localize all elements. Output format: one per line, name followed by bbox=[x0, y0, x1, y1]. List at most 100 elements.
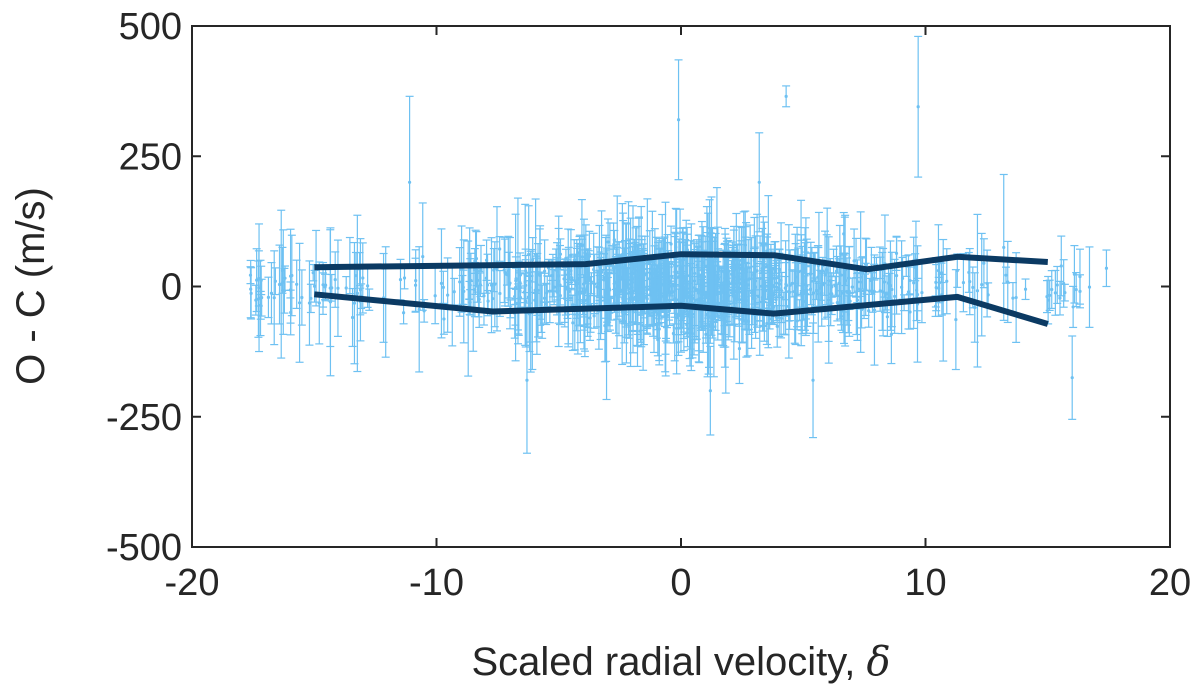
data-point bbox=[951, 269, 960, 371]
point-marker bbox=[572, 258, 576, 262]
point-marker bbox=[352, 301, 357, 305]
point-marker bbox=[508, 281, 512, 285]
point-marker bbox=[912, 281, 916, 285]
data-point bbox=[565, 281, 574, 302]
point-marker bbox=[839, 273, 843, 277]
point-marker bbox=[442, 317, 446, 321]
point-marker bbox=[828, 279, 832, 283]
data-point bbox=[577, 199, 586, 292]
data-point bbox=[619, 212, 628, 323]
data-point bbox=[1057, 235, 1066, 297]
data-point bbox=[405, 95, 414, 269]
point-marker bbox=[852, 259, 856, 263]
point-marker bbox=[664, 320, 668, 324]
point-marker bbox=[779, 278, 783, 282]
point-marker bbox=[526, 295, 530, 299]
point-marker bbox=[413, 283, 418, 287]
point-marker bbox=[354, 274, 358, 278]
point-marker bbox=[452, 290, 456, 294]
point-marker bbox=[614, 287, 618, 291]
data-point bbox=[275, 244, 284, 325]
point-marker bbox=[889, 332, 893, 336]
data-point bbox=[521, 248, 530, 294]
point-marker bbox=[569, 296, 573, 300]
data-point bbox=[708, 261, 717, 301]
point-marker bbox=[330, 286, 334, 290]
point-marker bbox=[693, 298, 697, 303]
data-point bbox=[1070, 244, 1079, 304]
point-marker bbox=[1072, 272, 1077, 276]
point-marker bbox=[722, 313, 726, 318]
point-marker bbox=[986, 293, 990, 297]
data-point bbox=[297, 269, 306, 326]
data-point bbox=[704, 259, 713, 375]
data-point bbox=[1045, 279, 1054, 312]
point-marker bbox=[1078, 275, 1082, 279]
data-point bbox=[280, 267, 289, 314]
data-point bbox=[917, 262, 926, 324]
point-marker bbox=[894, 273, 899, 278]
data-point bbox=[709, 258, 718, 378]
point-marker bbox=[808, 287, 813, 291]
point-marker bbox=[307, 301, 312, 305]
point-marker bbox=[971, 285, 975, 290]
x-tick-label: -20 bbox=[165, 562, 220, 604]
data-point bbox=[279, 229, 288, 335]
point-marker bbox=[676, 118, 681, 122]
point-marker bbox=[1053, 291, 1057, 295]
point-marker bbox=[671, 331, 676, 336]
point-marker bbox=[1071, 305, 1075, 309]
data-point bbox=[603, 269, 612, 323]
data-point bbox=[295, 242, 304, 363]
point-marker bbox=[582, 282, 586, 286]
point-marker bbox=[743, 303, 747, 307]
point-marker bbox=[581, 299, 585, 303]
point-marker bbox=[689, 300, 693, 304]
point-marker bbox=[638, 287, 643, 291]
data-point bbox=[755, 132, 764, 233]
point-marker bbox=[697, 274, 701, 278]
data-point bbox=[764, 195, 773, 349]
point-marker bbox=[1011, 296, 1015, 300]
point-marker bbox=[317, 301, 321, 305]
y-axis-label: O - C (m/s) bbox=[9, 187, 53, 385]
data-point bbox=[999, 173, 1008, 321]
point-marker bbox=[1002, 245, 1006, 250]
data-point bbox=[911, 253, 920, 282]
point-marker bbox=[908, 310, 912, 314]
point-marker bbox=[458, 280, 462, 284]
point-marker bbox=[592, 314, 596, 318]
point-marker bbox=[771, 283, 775, 288]
point-marker bbox=[757, 180, 761, 184]
data-point bbox=[977, 232, 986, 337]
data-point bbox=[437, 228, 446, 339]
point-marker bbox=[835, 300, 839, 305]
data-point bbox=[286, 281, 295, 299]
x-axis-label-symbol: δ bbox=[866, 639, 890, 685]
point-marker bbox=[524, 269, 528, 273]
point-marker bbox=[737, 347, 742, 351]
data-point bbox=[833, 283, 842, 322]
point-marker bbox=[814, 288, 819, 293]
point-marker bbox=[254, 298, 258, 302]
point-marker bbox=[401, 311, 406, 315]
data-point bbox=[1075, 248, 1084, 305]
point-marker bbox=[625, 276, 630, 280]
point-marker bbox=[864, 287, 868, 291]
data-point bbox=[973, 213, 982, 368]
data-point bbox=[897, 240, 906, 335]
point-marker bbox=[937, 281, 942, 285]
data-point bbox=[782, 85, 791, 108]
data-point bbox=[532, 255, 541, 343]
data-point bbox=[841, 214, 850, 347]
data-point bbox=[639, 279, 648, 371]
point-marker bbox=[885, 292, 889, 296]
point-marker bbox=[555, 290, 559, 294]
point-marker bbox=[645, 297, 649, 301]
point-marker bbox=[589, 281, 593, 285]
point-marker bbox=[908, 278, 912, 283]
point-marker bbox=[650, 272, 654, 276]
point-marker bbox=[323, 285, 327, 289]
point-marker bbox=[916, 105, 920, 109]
point-marker bbox=[439, 281, 444, 285]
